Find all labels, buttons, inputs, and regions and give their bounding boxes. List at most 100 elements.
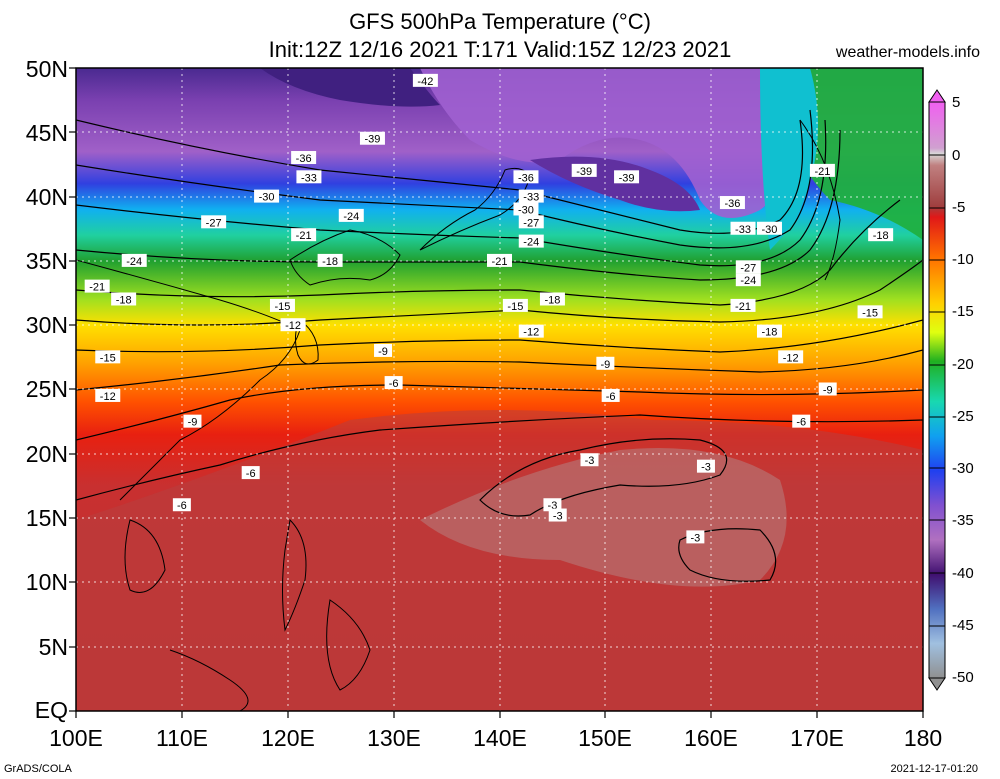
contour-label-text: -18 [762,327,778,339]
contour-label: -39 [614,170,640,184]
contour-label: -6 [384,376,403,390]
contour-label: -33 [296,170,322,184]
contour-label: -30 [513,202,539,216]
contour-label-text: -3 [585,455,595,467]
contour-label: -3 [543,498,562,512]
lon-label: 160E [684,725,738,751]
lon-label: 100E [49,725,103,751]
contour-label-text: -12 [100,391,116,403]
contour-label-text: -42 [417,76,433,88]
contour-label: -21 [84,279,110,294]
contour-label-text: -21 [89,282,105,294]
lat-label: 50N [25,56,68,82]
contour-label: -15 [269,298,295,313]
contour-label-text: -6 [177,500,187,512]
contour-label: -27 [518,215,544,229]
contour-label-text: -15 [507,301,523,313]
contour-label-text: -36 [724,198,740,210]
lon-label: 130E [367,725,421,751]
lat-label: 15N [25,505,68,531]
contour-label-text: -24 [126,256,142,268]
contour-label: -33 [730,221,756,236]
contour-label: -3 [696,459,715,474]
contour-label: -3 [580,453,599,467]
contour-label-text: -15 [275,301,291,313]
contour-label-text: -6 [796,417,806,429]
contour-label: -15 [857,305,883,319]
lon-label: 120E [261,725,315,751]
colorbar-label: -10 [952,251,974,268]
lat-label: 20N [25,441,68,467]
contour-label-text: -30 [518,204,534,216]
contour-label: -6 [792,414,811,429]
contour-label: -9 [818,382,837,397]
contour-label-text: -21 [492,256,508,268]
footer-timestamp: 2021-12-17-01:20 [890,763,978,775]
contour-label-text: -3 [553,511,563,523]
contour-label-text: -6 [246,468,256,480]
lon-label: 170E [790,725,844,751]
contour-label: -21 [291,228,317,242]
contour-label: -21 [730,298,756,313]
lon-label: 110E [155,725,208,751]
contour-label: -33 [518,189,544,204]
contour-label: -6 [172,498,191,512]
contour-label: -12 [95,388,121,403]
contour-label: -9 [374,343,393,358]
contour-label: -24 [518,234,544,249]
colorbar-label: 5 [952,94,961,111]
contour-label-text: -27 [523,217,539,229]
contour-label-text: -9 [600,359,610,371]
contour-label: -6 [241,466,260,480]
contour-label: -18 [539,292,565,306]
contour-label: -21 [487,253,512,268]
contour-label-text: -21 [735,301,751,313]
lat-label: 40N [25,184,68,210]
contour-label-text: -12 [285,320,301,332]
contour-label-text: -18 [116,294,132,306]
contour-label: -6 [601,388,620,403]
lon-label: 140E [473,725,527,751]
contour-label: -12 [778,350,804,364]
contour-label: -24 [338,208,364,223]
contour-label-text: -9 [823,385,833,397]
lat-label: EQ [34,697,68,723]
contour-label-text: -9 [378,346,388,358]
contour-label: -36 [719,196,745,210]
contour-label-text: -15 [862,307,878,319]
contour-label: -18 [756,324,782,339]
contour-label-text: -21 [296,230,312,242]
colorbar-label: 0 [952,147,961,164]
contour-label: -12 [518,324,544,339]
contour-label-text: -39 [364,134,380,146]
contour-label-text: -18 [322,256,338,268]
contour-label-text: -6 [606,391,616,403]
contour-label: -27 [735,260,761,274]
footer-credit: GrADS/COLA [4,763,72,775]
colorbar [928,89,946,691]
contour-label: -24 [121,253,147,268]
contour-label-text: -24 [343,211,359,223]
lon-label: 180 [903,725,943,751]
lon-label: 150E [578,725,632,751]
contour-label-text: -27 [740,262,756,274]
lat-label: 10N [25,569,68,595]
contour-label: -18 [317,253,343,268]
contour-label-text: -3 [548,500,558,512]
contour-label: -3 [686,530,705,544]
contour-label: -42 [412,73,438,88]
contour-label: -36 [513,170,539,184]
contour-label: -12 [280,318,306,332]
contour-label: -39 [571,163,597,178]
colorbar-label: -15 [952,303,974,320]
contour-label-text: -21 [814,166,830,178]
map-title: GFS 500hPa Temperature (°C) [349,9,651,34]
contour-label: -30 [254,189,280,204]
contour-label-text: -39 [576,166,592,178]
colorbar-label: -20 [952,356,974,373]
contour-label: -36 [291,151,317,165]
contour-label: -21 [809,163,835,178]
contour-label-text: -18 [873,230,889,242]
contour-label-text: -33 [735,224,751,236]
